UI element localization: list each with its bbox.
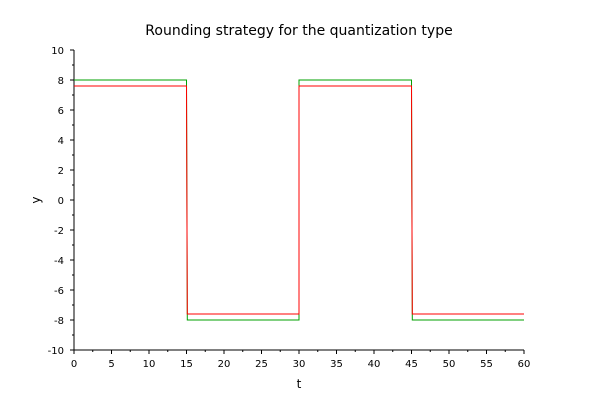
y-tick-label: 2 xyxy=(58,166,64,177)
axes: 0 5 10 15 20 25 30 35 40 45 50 55 60 -10 -8 -6 -4 -2 0 2 4 6 8… xyxy=(48,46,531,370)
chart-title: Rounding strategy for the quantization t… xyxy=(145,23,452,39)
y-tick-label: -6 xyxy=(54,286,64,297)
x-tick-label: 5 xyxy=(108,359,114,370)
y-tick-label: 4 xyxy=(58,136,64,147)
y-axis-label: y xyxy=(29,196,43,203)
x-tick-label: 20 xyxy=(218,359,231,370)
y-tick-label: -2 xyxy=(54,226,64,237)
x-tick-label: 55 xyxy=(480,359,493,370)
x-tick-label: 50 xyxy=(443,359,456,370)
y-tick-label: 6 xyxy=(58,106,64,117)
x-tick-label: 60 xyxy=(518,359,531,370)
y-tick-label: -10 xyxy=(48,346,64,357)
y-tick-label: -4 xyxy=(54,256,64,267)
x-tick-label: 35 xyxy=(330,359,343,370)
y-tick-label: -8 xyxy=(54,316,64,327)
x-tick-label: 10 xyxy=(143,359,156,370)
y-tick-label: 10 xyxy=(51,46,64,57)
y-tick-label: 8 xyxy=(58,76,64,87)
x-tick-label: 0 xyxy=(71,359,77,370)
x-tick-label: 15 xyxy=(180,359,193,370)
x-tick-label: 45 xyxy=(405,359,418,370)
series-line-2 xyxy=(74,85,524,315)
x-tick-label: 30 xyxy=(293,359,306,370)
x-tick-label: 25 xyxy=(255,359,268,370)
x-axis-label: t xyxy=(297,377,302,391)
y-tick-label: 0 xyxy=(58,196,64,207)
series-group xyxy=(74,79,524,321)
x-tick-label: 40 xyxy=(368,359,381,370)
